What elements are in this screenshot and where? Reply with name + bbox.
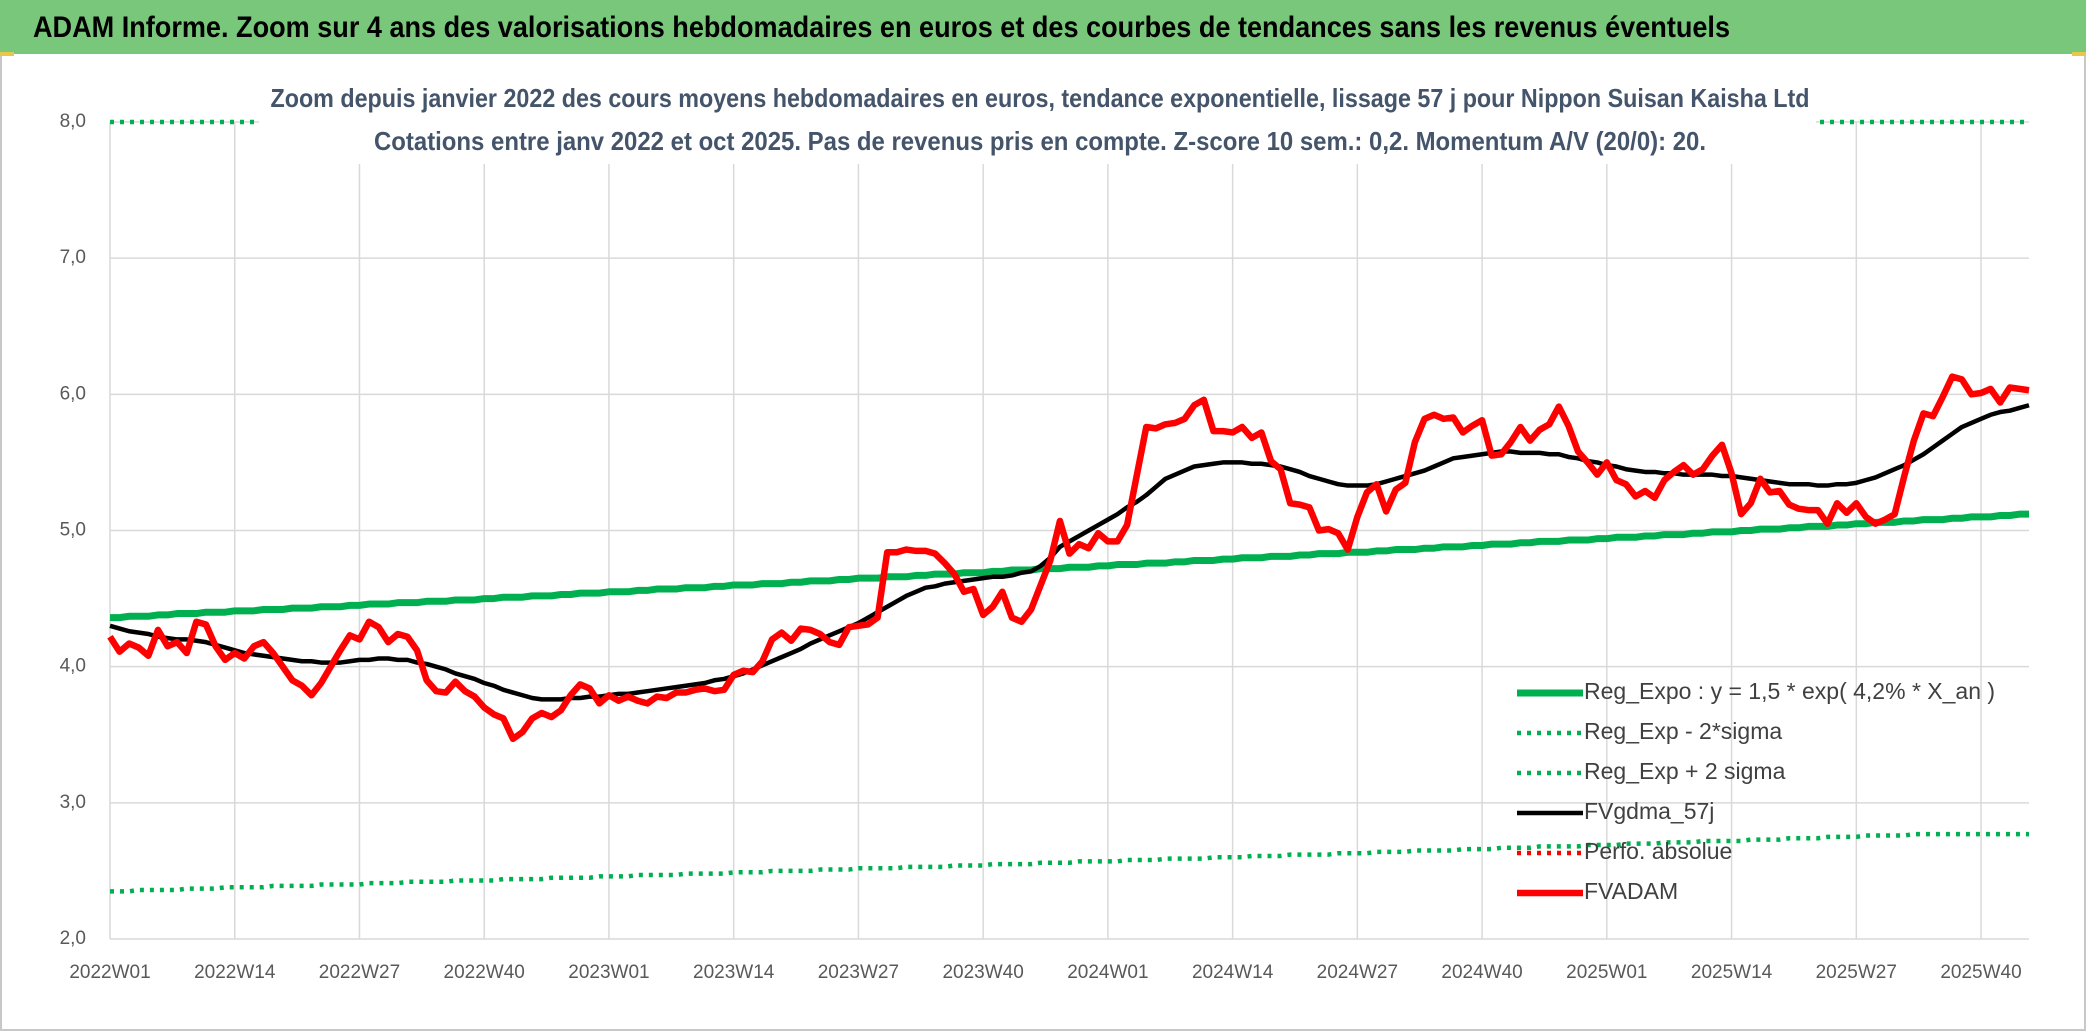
legend-label: FVgdma_57j — [1584, 798, 1714, 824]
y-tick-label: 7,0 — [60, 247, 86, 268]
legend-label: Reg_Exp - 2*sigma — [1584, 718, 1782, 744]
series-line — [109, 403, 2030, 702]
y-tick-label: 3,0 — [60, 792, 86, 813]
x-tick-label: 2022W01 — [69, 962, 150, 983]
x-tick-label: 2025W01 — [1566, 962, 1647, 983]
x-tick-label: 2024W27 — [1317, 962, 1398, 983]
x-tick-label: 2024W14 — [1192, 962, 1274, 983]
x-tick-label: 2023W40 — [942, 962, 1023, 983]
legend-label: Reg_Expo : y = 1,5 * exp( 4,2% * X_an ) — [1584, 678, 1995, 704]
x-tick-label: 2023W14 — [693, 962, 775, 983]
x-tick-label: 2023W27 — [818, 962, 899, 983]
x-tick-label: 2025W14 — [1691, 962, 1773, 983]
x-tick-label: 2024W40 — [1441, 962, 1522, 983]
y-tick-label: 6,0 — [60, 383, 86, 404]
x-tick-label: 2022W27 — [319, 962, 400, 983]
y-tick-label: 5,0 — [60, 520, 86, 541]
y-tick-label: 2,0 — [60, 928, 86, 949]
x-tick-label: 2022W40 — [444, 962, 525, 983]
header-bar — [0, 0, 2086, 54]
series-line — [107, 373, 2030, 743]
x-tick-label: 2025W27 — [1816, 962, 1897, 983]
corner — [0, 52, 14, 56]
x-tick-label: 2025W40 — [1940, 962, 2021, 983]
subtitle: Cotations entre janv 2022 et oct 2025. P… — [374, 126, 1706, 156]
subtitle-box — [259, 78, 1816, 164]
series-line — [110, 831, 2029, 894]
series-line — [110, 510, 2029, 622]
y-tick-label: 8,0 — [60, 111, 86, 132]
plot-area: 2,0 3,0 4,0 5,0 6,0 7,0 8,0 2022W01 2022W14 2022W… — [60, 111, 2030, 983]
corner — [2072, 52, 2086, 56]
legend-label: Perfo. absolue — [1584, 838, 1732, 864]
legend: Reg_Expo : y = 1,5 * exp( 4,2% * X_an ) R… — [1517, 678, 1995, 904]
subtitle: Zoom depuis janvier 2022 des cours moyen… — [271, 83, 1810, 113]
legend-label: FVADAM — [1584, 878, 1678, 904]
x-tick-label: 2022W14 — [194, 962, 276, 983]
y-tick-label: 4,0 — [60, 656, 86, 677]
x-tick-label: 2023W01 — [568, 962, 649, 983]
x-tick-label: 2024W01 — [1067, 962, 1148, 983]
chart-title: ADAM Informe. Zoom sur 4 ans des valoris… — [33, 11, 1730, 44]
legend-label: Reg_Exp + 2 sigma — [1584, 758, 1786, 784]
